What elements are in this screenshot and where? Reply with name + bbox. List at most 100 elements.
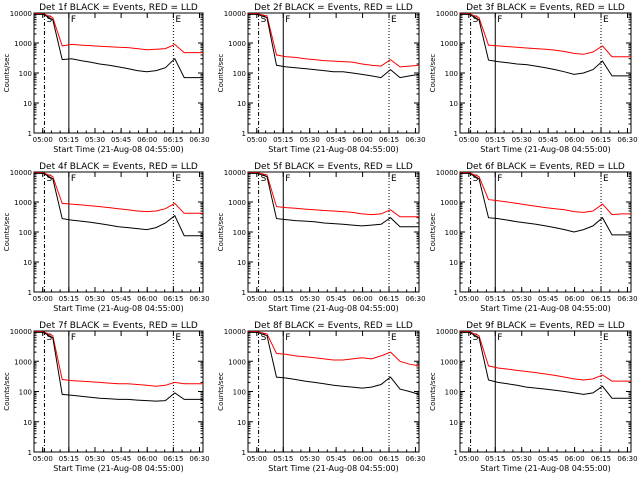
interval-marker-label: S <box>473 333 479 343</box>
interval-marker-label: E <box>175 15 181 25</box>
x-tick-label: 06:15 <box>591 295 611 303</box>
plot-panel: Det 9f BLACK = Events, RED = LLD 1 10 100 10… <box>429 321 638 473</box>
x-tick-label: 05:00 <box>247 295 267 303</box>
plot-title: Det 2f BLACK = Events, RED = LLD <box>254 3 413 13</box>
x-tick-label: 05:00 <box>33 455 53 463</box>
lld-series-line <box>34 331 203 387</box>
events-series-line <box>34 331 203 402</box>
y-tick-label: 10000 <box>10 10 32 18</box>
y-tick-label: 10000 <box>10 169 32 177</box>
x-tick-label: 05:00 <box>459 295 479 303</box>
interval-marker-label: E <box>175 333 181 343</box>
y-tick-label: 10 <box>449 419 458 427</box>
x-tick-label: 05:45 <box>538 295 558 303</box>
y-tick-label: 10 <box>23 419 32 427</box>
x-tick-label: 06:00 <box>352 136 372 144</box>
plot-panel: Det 8f BLACK = Events, RED = LLD 1 10 100 10… <box>217 321 426 473</box>
plot-frame <box>247 171 420 293</box>
y-tick-label: 10 <box>23 100 32 108</box>
x-tick-label: 05:00 <box>459 455 479 463</box>
interval-marker-label: F <box>497 15 502 25</box>
x-tick-label: 05:15 <box>273 455 293 463</box>
plot-title: Det 8f BLACK = Events, RED = LLD <box>254 321 413 331</box>
interval-marker-label: S <box>473 174 479 184</box>
y-tick-label: 1000 <box>440 199 458 207</box>
y-axis-label: Counts/sec <box>3 213 11 252</box>
plot-frame <box>33 330 204 453</box>
x-tick-label: 05:30 <box>512 295 532 303</box>
events-series-line <box>460 331 631 399</box>
x-tick-label: 06:30 <box>189 455 209 463</box>
x-tick-label: 06:15 <box>163 455 183 463</box>
y-tick-label: 1000 <box>228 40 246 48</box>
y-axis-label: Counts/sec <box>3 372 11 411</box>
x-tick-label: 06:15 <box>379 295 399 303</box>
y-tick-label: 1000 <box>440 40 458 48</box>
x-tick-label: 06:00 <box>352 455 372 463</box>
x-tick-label: 06:00 <box>137 295 157 303</box>
interval-marker-label: F <box>497 333 502 343</box>
y-tick-label: 100 <box>445 70 458 78</box>
y-tick-label: 10 <box>449 259 458 267</box>
x-tick-label: 05:30 <box>85 455 105 463</box>
y-tick-label: 1000 <box>14 199 32 207</box>
y-tick-label: 1 <box>28 449 32 457</box>
lld-series-line <box>248 172 419 218</box>
plot-panel: Det 1f BLACK = Events, RED = LLD 1 10 100 10… <box>3 3 210 154</box>
y-tick-label: 10000 <box>436 328 458 336</box>
x-tick-label: 05:45 <box>538 136 558 144</box>
interval-marker-label: F <box>497 174 502 184</box>
y-tick-label: 100 <box>19 229 32 237</box>
x-tick-label: 05:00 <box>247 455 267 463</box>
plot-title: Det 9f BLACK = Events, RED = LLD <box>466 321 625 331</box>
plot-title: Det 3f BLACK = Events, RED = LLD <box>466 3 625 13</box>
y-tick-label: 1 <box>242 130 246 138</box>
lld-series-line <box>34 13 203 54</box>
plot-title: Det 7f BLACK = Events, RED = LLD <box>39 321 198 331</box>
y-tick-label: 1000 <box>228 358 246 366</box>
y-tick-label: 1000 <box>440 358 458 366</box>
x-tick-label: 05:00 <box>33 295 53 303</box>
plot-frame <box>459 12 632 134</box>
plot-panel: Det 6f BLACK = Events, RED = LLD 1 10 100 10… <box>429 162 638 313</box>
events-series-line <box>460 13 631 77</box>
y-tick-label: 1 <box>28 289 32 297</box>
y-tick-label: 1000 <box>14 358 32 366</box>
y-tick-label: 100 <box>445 389 458 397</box>
x-tick-label: 05:15 <box>273 295 293 303</box>
x-tick-label: 06:30 <box>189 295 209 303</box>
interval-marker-label: S <box>261 15 267 25</box>
x-tick-label: 05:15 <box>485 136 505 144</box>
x-tick-label: 06:15 <box>379 136 399 144</box>
x-tick-label: 05:45 <box>326 136 346 144</box>
x-tick-label: 05:45 <box>111 295 131 303</box>
y-tick-label: 100 <box>445 229 458 237</box>
x-tick-label: 06:30 <box>617 455 637 463</box>
interval-marker-label: F <box>71 15 76 25</box>
y-tick-label: 10000 <box>436 169 458 177</box>
y-tick-label: 1 <box>28 130 32 138</box>
x-tick-label: 05:30 <box>300 295 320 303</box>
plot-panel: Det 5f BLACK = Events, RED = LLD 1 10 100 10… <box>217 162 426 313</box>
x-axis-label: Start Time (21-Aug-08 04:55:00) <box>53 304 184 313</box>
x-tick-label: 05:45 <box>111 136 131 144</box>
y-axis-label: Counts/sec <box>429 372 437 411</box>
y-tick-label: 10000 <box>436 10 458 18</box>
x-tick-label: 05:30 <box>300 136 320 144</box>
events-series-line <box>460 172 631 236</box>
y-tick-label: 10000 <box>224 328 246 336</box>
x-tick-label: 06:15 <box>591 136 611 144</box>
x-axis-label: Start Time (21-Aug-08 04:55:00) <box>268 304 399 313</box>
plot-frame <box>33 12 204 134</box>
plot-title: Det 6f BLACK = Events, RED = LLD <box>466 162 625 172</box>
x-tick-label: 05:15 <box>485 455 505 463</box>
x-tick-label: 06:30 <box>405 136 425 144</box>
y-axis-label: Counts/sec <box>429 213 437 252</box>
plot-panel: Det 7f BLACK = Events, RED = LLD 1 10 100 10… <box>3 321 210 473</box>
y-tick-label: 1 <box>242 449 246 457</box>
lld-series-line <box>460 172 631 216</box>
interval-marker-label: S <box>473 15 479 25</box>
x-tick-label: 06:00 <box>352 295 372 303</box>
interval-marker-label: F <box>285 174 290 184</box>
y-tick-label: 100 <box>233 70 246 78</box>
